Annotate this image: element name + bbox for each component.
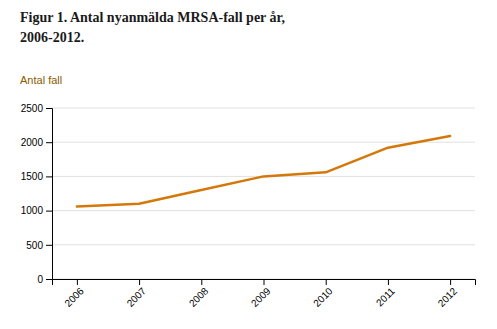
x-tick: 2012 — [436, 279, 460, 309]
y-tick: 500 — [26, 240, 52, 251]
y-tick-label: 1500 — [21, 171, 44, 182]
x-tick-label: 2009 — [249, 285, 273, 309]
y-tick-label: 2500 — [21, 103, 44, 114]
plot: 2006 2007 2008 2009 2010 2011 2012 0 500 1000 1500… — [21, 103, 476, 309]
y-tick-mark — [46, 245, 52, 246]
x-tick: 2010 — [311, 279, 335, 309]
x-tick-mark — [326, 279, 327, 285]
x-tick-label: 2008 — [187, 285, 211, 309]
y-tick-label: 2000 — [21, 137, 44, 148]
y-tick-label: 500 — [26, 240, 43, 251]
x-tick-mark — [201, 279, 202, 285]
grid — [52, 108, 475, 279]
title: Figur 1. Antal nyanmälda MRSA-fall per å… — [20, 10, 285, 25]
x-tick-mark — [139, 279, 140, 285]
line — [77, 136, 450, 206]
x-tick: 2006 — [62, 279, 86, 309]
y-tick-mark — [46, 211, 52, 212]
y-axis-label: Antal fall — [20, 74, 62, 86]
x-tick-mark — [388, 279, 389, 285]
grid-line — [52, 108, 475, 109]
grid-line — [52, 244, 475, 245]
y-tick-mark — [46, 108, 52, 109]
x-tick-label: 2010 — [311, 285, 335, 309]
marks — [77, 136, 450, 206]
y-tick-label: 0 — [37, 274, 43, 285]
y-axis-line — [46, 109, 53, 280]
x-axis: 2006 2007 2008 2009 2010 2011 2012 — [53, 279, 476, 309]
x-tick-mark — [264, 279, 265, 285]
y-tick: 2500 — [21, 103, 52, 114]
y-tick: 0 — [37, 274, 52, 285]
subtitle: 2006-2012. — [20, 30, 84, 45]
x-tick: 2008 — [187, 279, 211, 309]
x-tick-label: 2007 — [125, 285, 149, 309]
x-tick: 2007 — [125, 279, 149, 309]
y-axis: 0 500 1000 1500 2000 2500 — [21, 103, 53, 285]
y-tick: 1500 — [21, 171, 52, 182]
x-tick-label: 2006 — [62, 285, 86, 309]
y-tick: 2000 — [21, 137, 52, 148]
x-tick-label: 2011 — [374, 285, 397, 308]
y-tick: 1000 — [21, 205, 52, 216]
x-tick-mark — [450, 279, 451, 285]
x-tick-mark — [77, 279, 78, 285]
x-tick: 2009 — [249, 279, 273, 309]
x-tick: 2011 — [374, 279, 397, 308]
x-axis-line — [53, 280, 476, 286]
y-tick-mark — [46, 142, 52, 143]
y-tick-mark — [46, 176, 52, 177]
x-tick-label: 2012 — [436, 285, 460, 309]
grid-line — [52, 210, 475, 211]
y-tick-mark — [46, 279, 52, 280]
y-tick-label: 1000 — [21, 205, 44, 216]
chart: Figur 1. Antal nyanmälda MRSA-fall per å… — [0, 0, 497, 329]
